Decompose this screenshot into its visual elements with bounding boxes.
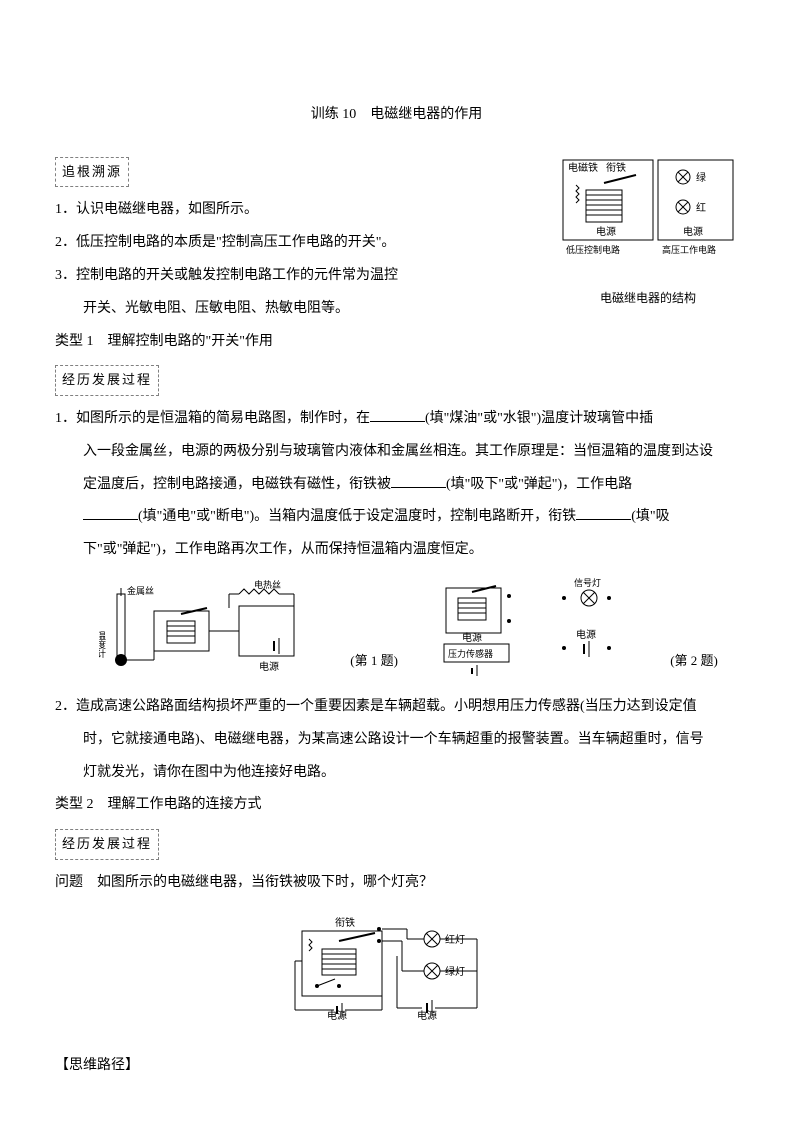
svg-text:信号灯: 信号灯: [574, 577, 601, 588]
q1-lead: 1．如图所示的是恒温箱的简易电路图，制作时，在: [55, 411, 370, 426]
svg-text:温度计: 温度计: [99, 631, 106, 659]
q1-line3b: (填"吸下"或"弹起")，工作电路: [446, 477, 632, 492]
svg-text:电源: 电源: [259, 660, 279, 673]
q1-line3a: 定温度后，控制电路接通，电磁铁有磁性，衔铁被: [83, 477, 391, 492]
q1-blank2: [391, 473, 446, 488]
type2-heading: 类型 2 理解工作电路的连接方式: [55, 790, 738, 821]
tag-process1: 经历发展过程: [55, 365, 159, 396]
thinking-heading: 【思维路径】: [55, 1051, 738, 1082]
q1-blank1: [370, 407, 425, 422]
svg-text:衔铁: 衔铁: [335, 916, 355, 929]
svg-text:电源: 电源: [576, 628, 596, 641]
intro-figure-caption: 电磁继电器的结构: [558, 285, 738, 311]
q2-label: (第 2 题): [670, 647, 718, 676]
svg-text:压力传感器: 压力传感器: [448, 648, 493, 659]
figures-row: 金属丝 温度计 电热丝 电源: [55, 576, 738, 676]
q3-text: 问题 如图所示的电磁继电器，当衔铁被吸下时，哪个灯亮？: [55, 868, 738, 899]
q1-line2: 入一段金属丝，电源的两极分别与玻璃管内液体和金属丝相连。其工作原理是：当恒温箱的…: [55, 437, 738, 468]
q1-label: (第 1 题): [350, 647, 398, 676]
svg-text:低压控制电路: 低压控制电路: [566, 244, 620, 255]
q1-line4: (填"通电"或"断电")。当箱内温度低于设定温度时，控制电路断开，衔铁 (填"吸: [55, 502, 738, 533]
svg-text:电源: 电源: [462, 631, 482, 644]
tag-origin: 追根溯源: [55, 157, 129, 188]
svg-text:红: 红: [696, 201, 706, 214]
q1-blank4: [576, 505, 631, 520]
q1-line3: 定温度后，控制电路接通，电磁铁有磁性，衔铁被 (填"吸下"或"弹起")，工作电路: [55, 470, 738, 501]
q1-figure: 金属丝 温度计 电热丝 电源: [99, 576, 314, 676]
q1-line4b: (填"吸: [631, 509, 669, 524]
q1-line1: 1．如图所示的是恒温箱的简易电路图，制作时，在 (填"煤油"或"水银")温度计玻璃…: [55, 404, 738, 435]
tag-process2: 经历发展过程: [55, 829, 159, 860]
q3-figure: 衔铁 电源 红灯 绿灯 电源: [287, 911, 507, 1021]
q1-line5: 下"或"弹起")，工作电路再次工作，从而保持恒温箱内温度恒定。: [55, 535, 738, 566]
svg-text:电源: 电源: [683, 225, 703, 238]
q1-blank3: [83, 505, 138, 520]
q1-line4a: (填"通电"或"断电")。当箱内温度低于设定温度时，控制电路断开，衔铁: [138, 509, 576, 524]
svg-text:电源: 电源: [417, 1009, 437, 1021]
q2-line2: 时，它就接通电路)、电磁继电器，为某高速公路设计一个车辆超重的报警装置。当车辆超…: [55, 725, 738, 756]
svg-text:电源: 电源: [596, 225, 616, 238]
type1-heading: 类型 1 理解控制电路的"开关"作用: [55, 327, 738, 358]
svg-text:高压工作电路: 高压工作电路: [662, 244, 716, 255]
q2-line1: 2．造成高速公路路面结构损坏严重的一个重要因素是车辆超载。小明想用压力传感器(当…: [55, 692, 738, 723]
svg-text:电磁铁: 电磁铁: [568, 161, 598, 174]
q2-line3: 灯就发光，请你在图中为他连接好电路。: [55, 758, 738, 789]
svg-text:绿: 绿: [696, 171, 706, 184]
svg-text:衔铁: 衔铁: [606, 161, 626, 174]
svg-text:电源: 电源: [327, 1009, 347, 1021]
svg-text:电热丝: 电热丝: [254, 579, 281, 590]
svg-text:金属丝: 金属丝: [127, 585, 154, 596]
q1-seg1: (填"煤油"或"水银")温度计玻璃管中插: [425, 411, 653, 426]
intro-figure-block: 电磁铁 衔铁 电源 绿 红 电源 低压控制电路 高压工作电路 电磁继电器的结构: [558, 155, 738, 311]
q2-figure: 压力传感器 信号灯 电源 电源: [434, 576, 634, 676]
page-title: 训练 10 电磁继电器的作用: [55, 100, 738, 131]
intro-figure: 电磁铁 衔铁 电源 绿 红 电源 低压控制电路 高压工作电路: [558, 155, 738, 270]
